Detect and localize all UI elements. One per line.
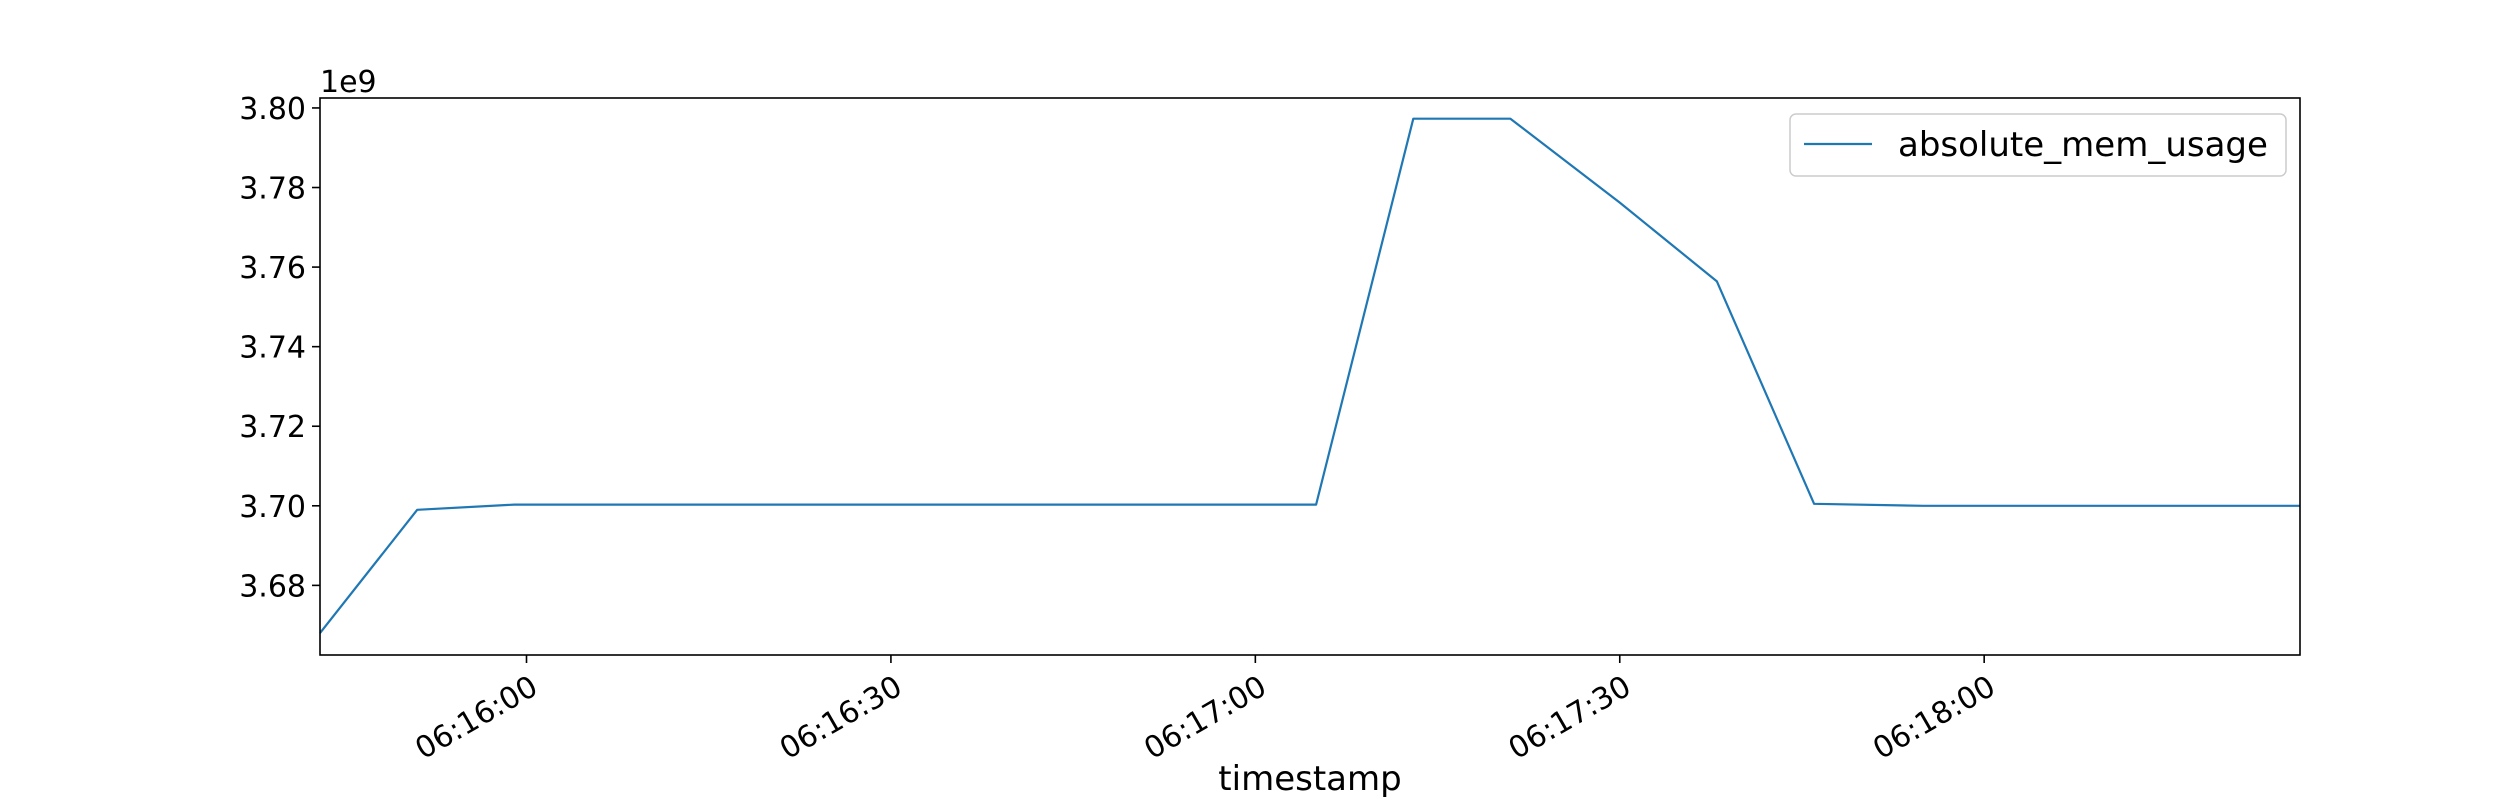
y-tick-label: 3.68 xyxy=(239,569,306,604)
y-tick-label: 3.74 xyxy=(239,331,306,366)
series-line xyxy=(320,119,2300,633)
legend[interactable]: absolute_mem_usage xyxy=(1790,114,2286,176)
x-tick-label: 06:17:00 xyxy=(1138,669,1272,767)
x-tick-label: 06:16:30 xyxy=(774,669,908,767)
series-layer xyxy=(320,119,2300,633)
y-tick-label: 3.70 xyxy=(239,490,306,525)
y-axis-offset-label: 1e9 xyxy=(320,65,377,100)
y-tick-label: 3.80 xyxy=(239,92,306,127)
y-tick-label: 3.76 xyxy=(239,251,306,286)
x-tick-label: 06:18:00 xyxy=(1867,669,2001,767)
x-tick-label: 06:16:00 xyxy=(410,669,544,767)
legend-label: absolute_mem_usage xyxy=(1898,125,2268,165)
plot-area-frame xyxy=(320,98,2300,655)
y-tick-label: 3.72 xyxy=(239,410,306,445)
x-tick-label: 06:17:30 xyxy=(1503,669,1637,767)
x-axis-ticks: 06:16:00 06:16:30 06:17:00 06:17:30 06:18:00 xyxy=(410,655,2002,767)
x-axis-title: timestamp xyxy=(1218,759,1401,799)
y-tick-label: 3.78 xyxy=(239,172,306,207)
y-axis-ticks: 3.68 3.70 3.72 3.74 3.76 3.78 3.80 xyxy=(239,92,320,604)
